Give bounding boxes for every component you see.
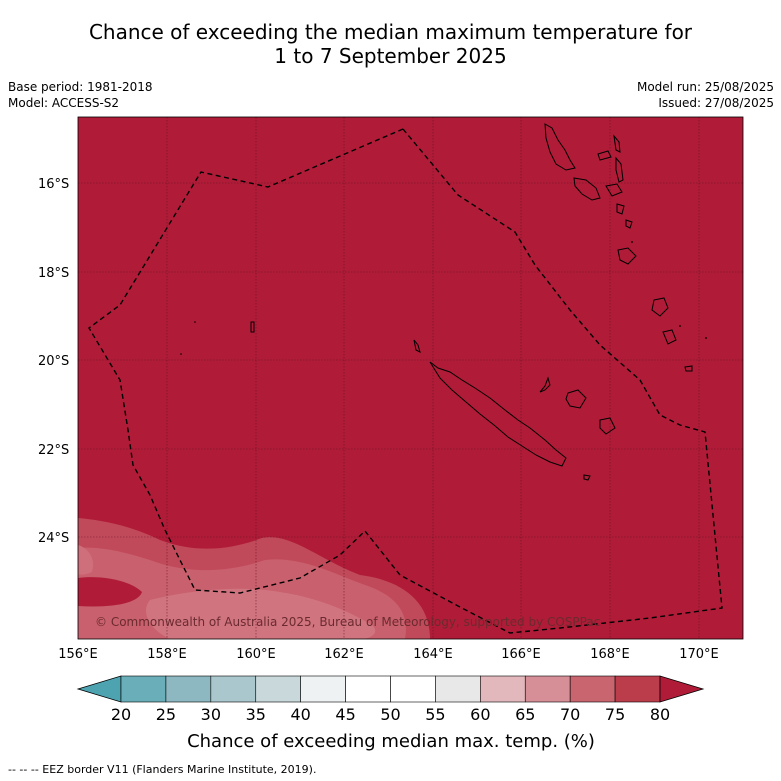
- eez-border: [88, 128, 723, 634]
- issued-date: Issued: 27/08/2025: [658, 96, 774, 110]
- base-period: Base period: 1981-2018: [8, 80, 153, 94]
- loyalty-islands-mare: [599, 417, 616, 435]
- model-run: Model run: 25/08/2025: [636, 80, 774, 94]
- colorbar-segment: [120, 675, 167, 703]
- lat-label: 24°S: [38, 531, 69, 546]
- vanuatu-tanna: [662, 329, 677, 345]
- vanuatu-islet-dot: [631, 241, 633, 243]
- colorbar-segment: [435, 675, 481, 703]
- probability-80-plus-patch: [78, 577, 142, 607]
- vanuatu-shepherd-islands: [625, 219, 633, 229]
- copyright-notice: © Commonwealth of Australia 2025, Bureau…: [95, 615, 600, 629]
- colorbar-segment: [345, 675, 391, 703]
- colorbar-segment: [480, 675, 526, 703]
- loyalty-islands-ouvea: [539, 376, 551, 393]
- loyalty-islands-lifou: [565, 389, 587, 409]
- colorbar-segment: [165, 675, 212, 703]
- colorbar: 20 25 30 35 40 45 50 55 60 65 70 75 80: [76, 675, 705, 724]
- isle-of-pines: [583, 474, 591, 481]
- colorbar-tick-label: 60: [470, 705, 490, 724]
- lon-label: 158°E: [147, 647, 187, 662]
- vanuatu-islet-dot: [679, 325, 681, 327]
- colorbar-high-extension: [659, 675, 705, 703]
- lon-label: 156°E: [58, 647, 98, 662]
- map-frame: [77, 116, 744, 640]
- lon-label: 166°E: [501, 647, 541, 662]
- lon-label: 160°E: [236, 647, 276, 662]
- chesterfield-islet: [250, 321, 255, 333]
- colorbar-segment: [255, 675, 301, 703]
- lat-label: 22°S: [38, 443, 69, 458]
- colorbar-tick-label: 25: [156, 705, 176, 724]
- colorbar-segment: [614, 675, 661, 703]
- vanuatu-malo: [597, 150, 612, 161]
- new-caledonia-island: [429, 361, 567, 467]
- belep-islets: [413, 339, 421, 353]
- colorbar-segment: [524, 675, 571, 703]
- colorbar-low-extension: [76, 675, 122, 703]
- lat-label: 18°S: [38, 266, 69, 281]
- colorbar-segment: [390, 675, 436, 703]
- colorbar-tick-label: 70: [560, 705, 580, 724]
- colorbar-tick-label: 35: [246, 705, 266, 724]
- vanuatu-malakula: [573, 177, 601, 201]
- vanuatu-erromango: [651, 297, 669, 317]
- map-title-line2: 1 to 7 September 2025: [274, 44, 507, 68]
- eez-footnote: -- -- -- EEZ border V11 (Flanders Marine…: [8, 763, 317, 776]
- colorbar-segment: [569, 675, 616, 703]
- colorbar-tick-label: 40: [290, 705, 310, 724]
- colorbar-segment: [210, 675, 257, 703]
- chesterfield-reef-dot: [194, 321, 196, 323]
- vanuatu-espiritu-santo: [544, 123, 576, 171]
- colorbar-tick-label: 20: [111, 705, 131, 724]
- colorbar-tick-label: 55: [425, 705, 445, 724]
- model-name: Model: ACCESS-S2: [8, 96, 120, 110]
- vanuatu-pentecost: [615, 156, 624, 183]
- vanuatu-epi: [616, 203, 625, 215]
- islet-dot: [180, 353, 182, 355]
- probability-60-65-region: [146, 588, 376, 639]
- colorbar-title: Chance of exceeding median max. temp. (%…: [187, 731, 595, 752]
- vanuatu-islet-dot: [705, 337, 707, 339]
- colorbar-tick-label: 50: [380, 705, 400, 724]
- colorbar-tick-label: 75: [605, 705, 625, 724]
- vanuatu-efate: [617, 247, 637, 265]
- vanuatu-ambrym: [605, 183, 623, 197]
- lon-label: 168°E: [590, 647, 630, 662]
- colorbar-tick-label: 80: [650, 705, 670, 724]
- colorbar-tick-label: 30: [201, 705, 221, 724]
- colorbar-tick-label: 45: [335, 705, 355, 724]
- lon-label: 162°E: [324, 647, 364, 662]
- vanuatu-aneityum: [684, 365, 693, 372]
- vanuatu-maewo: [613, 134, 621, 153]
- lat-label: 16°S: [38, 177, 69, 192]
- colorbar-tick-label: 65: [515, 705, 535, 724]
- probability-65-70-patch: [78, 545, 94, 575]
- colorbar-segment: [300, 675, 346, 703]
- map-title-line1: Chance of exceeding the median maximum t…: [88, 20, 693, 44]
- lon-label: 170°E: [679, 647, 719, 662]
- map-content: © Commonwealth of Australia 2025, Bureau…: [78, 117, 743, 639]
- lat-label: 20°S: [38, 354, 69, 369]
- lon-label: 164°E: [413, 647, 453, 662]
